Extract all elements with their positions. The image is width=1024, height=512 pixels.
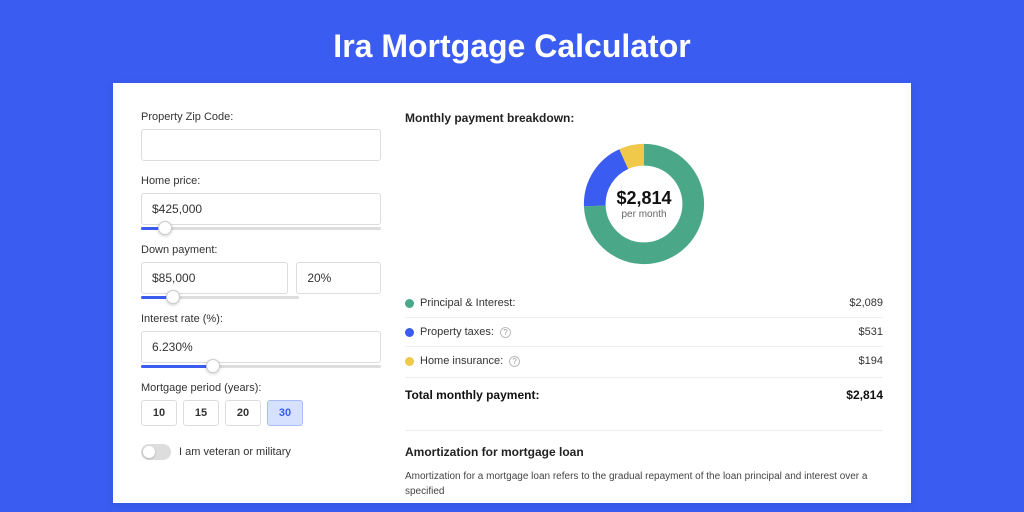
calculator-card: Property Zip Code: Home price: Down paym…	[113, 83, 911, 503]
down-payment-slider-thumb[interactable]	[166, 290, 180, 304]
down-payment-amount-input[interactable]	[141, 262, 288, 294]
total-label: Total monthly payment:	[405, 388, 539, 402]
breakdown-panel: Monthly payment breakdown: $2,814 per mo…	[405, 111, 883, 503]
donut-wrap: $2,814 per month	[405, 139, 883, 269]
interest-rate-slider-fill	[141, 365, 213, 368]
mortgage-period-field-group: Mortgage period (years): 10152030	[141, 382, 381, 426]
interest-rate-input[interactable]	[141, 331, 381, 363]
legend-row-2: Home insurance:? $194	[405, 347, 883, 375]
breakdown-legend: Principal & Interest: $2,089 Property taxe…	[405, 289, 883, 375]
legend-row-0: Principal & Interest: $2,089	[405, 289, 883, 318]
home-price-input[interactable]	[141, 193, 381, 225]
legend-value: $2,089	[849, 297, 883, 309]
veteran-toggle-knob	[143, 446, 155, 458]
down-payment-percent-input[interactable]	[296, 262, 381, 294]
total-row: Total monthly payment: $2,814	[405, 377, 883, 408]
legend-value: $194	[859, 355, 883, 367]
amortization-text: Amortization for a mortgage loan refers …	[405, 469, 883, 499]
down-payment-label: Down payment:	[141, 244, 381, 256]
down-payment-field-group: Down payment:	[141, 244, 381, 299]
legend-value: $531	[859, 326, 883, 338]
veteran-label: I am veteran or military	[179, 446, 291, 458]
total-value: $2,814	[846, 388, 883, 402]
payment-donut-chart: $2,814 per month	[579, 139, 709, 269]
home-price-slider-thumb[interactable]	[158, 221, 172, 235]
donut-center: $2,814 per month	[616, 188, 671, 220]
legend-dot-icon	[405, 357, 414, 366]
home-price-field-group: Home price:	[141, 175, 381, 230]
mortgage-period-button-10[interactable]: 10	[141, 400, 177, 426]
interest-rate-label: Interest rate (%):	[141, 313, 381, 325]
mortgage-period-label: Mortgage period (years):	[141, 382, 381, 394]
mortgage-period-button-15[interactable]: 15	[183, 400, 219, 426]
veteran-toggle-row: I am veteran or military	[141, 444, 381, 460]
home-price-label: Home price:	[141, 175, 381, 187]
zip-field-group: Property Zip Code:	[141, 111, 381, 161]
zip-input[interactable]	[141, 129, 381, 161]
veteran-toggle[interactable]	[141, 444, 171, 460]
mortgage-period-button-30[interactable]: 30	[267, 400, 303, 426]
interest-rate-slider-thumb[interactable]	[206, 359, 220, 373]
home-price-slider[interactable]	[141, 227, 381, 230]
donut-center-label: per month	[616, 209, 671, 220]
legend-label: Property taxes:	[420, 326, 494, 338]
form-panel: Property Zip Code: Home price: Down paym…	[141, 111, 381, 503]
legend-dot-icon	[405, 328, 414, 337]
mortgage-period-button-20[interactable]: 20	[225, 400, 261, 426]
legend-dot-icon	[405, 299, 414, 308]
donut-center-value: $2,814	[616, 188, 671, 209]
amortization-section: Amortization for mortgage loan Amortizat…	[405, 430, 883, 499]
interest-rate-slider[interactable]	[141, 365, 381, 368]
mortgage-period-buttons: 10152030	[141, 400, 381, 426]
help-icon[interactable]: ?	[509, 356, 520, 367]
down-payment-slider[interactable]	[141, 296, 299, 299]
zip-label: Property Zip Code:	[141, 111, 381, 123]
legend-label: Home insurance:	[420, 355, 503, 367]
amortization-title: Amortization for mortgage loan	[405, 445, 883, 459]
breakdown-title: Monthly payment breakdown:	[405, 111, 883, 125]
interest-rate-field-group: Interest rate (%):	[141, 313, 381, 368]
legend-row-1: Property taxes:? $531	[405, 318, 883, 347]
legend-label: Principal & Interest:	[420, 297, 515, 309]
help-icon[interactable]: ?	[500, 327, 511, 338]
page-title: Ira Mortgage Calculator	[0, 0, 1024, 83]
